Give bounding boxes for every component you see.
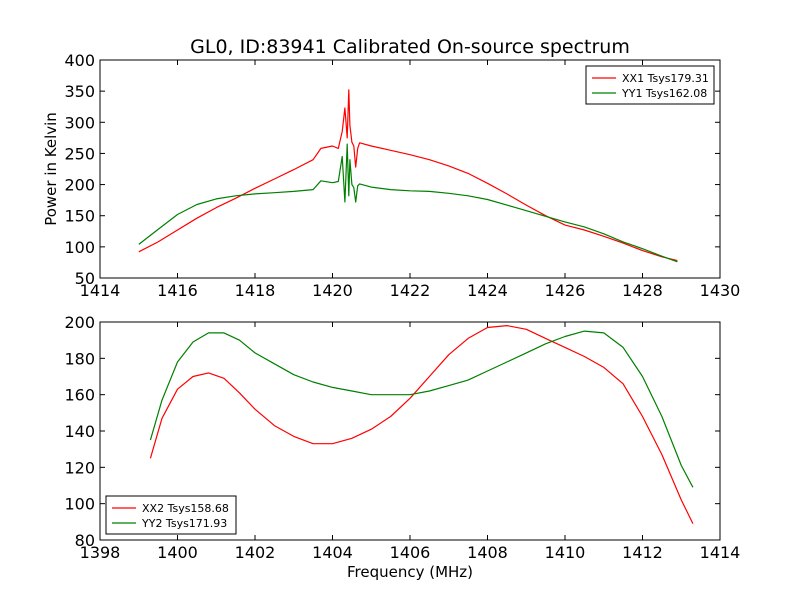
y-axis-label: Power in Kelvin bbox=[42, 112, 60, 226]
x-tick-label: 1410 bbox=[545, 543, 586, 562]
x-tick-label: 1414 bbox=[80, 281, 121, 300]
y-tick-label: 180 bbox=[64, 349, 95, 368]
x-tick-label: 1420 bbox=[312, 281, 353, 300]
x-tick-label: 1416 bbox=[157, 281, 198, 300]
series-line-yy1 bbox=[138, 143, 678, 263]
y-tick-label: 200 bbox=[64, 313, 95, 332]
y-tick-label: 50 bbox=[75, 269, 95, 288]
series-line-yy2 bbox=[149, 330, 694, 488]
y-tick-label: 400 bbox=[64, 51, 95, 70]
y-tick-label: 250 bbox=[64, 144, 95, 163]
legend: XX1 Tsys179.31 YY1 Tsys162.08 bbox=[585, 65, 715, 105]
y-tick-label: 100 bbox=[64, 495, 95, 514]
x-tick-label: 1418 bbox=[235, 281, 276, 300]
chart-title: GL0, ID:83941 Calibrated On-source spect… bbox=[190, 36, 630, 58]
y-tick-label: 350 bbox=[64, 82, 95, 101]
x-axis-label: Frequency (MHz) bbox=[347, 563, 473, 581]
series-line-xx2 bbox=[149, 325, 694, 524]
x-tick-label: 1424 bbox=[467, 281, 508, 300]
x-tick-label: 1404 bbox=[312, 543, 353, 562]
x-tick-label: 1406 bbox=[390, 543, 431, 562]
x-tick-label: 1426 bbox=[545, 281, 586, 300]
x-tick-label: 1408 bbox=[467, 543, 508, 562]
y-tick-label: 120 bbox=[64, 458, 95, 477]
legend-box bbox=[585, 65, 715, 105]
legend-box bbox=[105, 495, 237, 535]
x-tick-label: 1422 bbox=[390, 281, 431, 300]
y-tick-label: 150 bbox=[64, 207, 95, 226]
x-tick-label: 1428 bbox=[622, 281, 663, 300]
x-tick-label: 1398 bbox=[80, 543, 121, 562]
legend-label: XX2 Tsys158.68 bbox=[142, 502, 229, 515]
y-tick-label: 300 bbox=[64, 113, 95, 132]
x-tick-label: 1400 bbox=[157, 543, 198, 562]
bottom-axes: 1398 1400 1402 1404 1406 1408 1410 1412 1414 80 10… bbox=[64, 313, 740, 562]
series-line-xx1 bbox=[138, 89, 678, 262]
top-axes: 1414 1416 1418 1420 1422 1424 1426 1428 1430 50 10… bbox=[64, 51, 740, 300]
legend-label: XX1 Tsys179.31 bbox=[622, 72, 709, 85]
legend-label: YY1 Tsys162.08 bbox=[621, 87, 707, 100]
legend-label: YY2 Tsys171.93 bbox=[141, 517, 227, 530]
x-tick-label: 1430 bbox=[700, 281, 741, 300]
y-tick-label: 100 bbox=[64, 238, 95, 257]
y-tick-label: 200 bbox=[64, 176, 95, 195]
y-tick-label: 80 bbox=[75, 531, 95, 550]
x-tick-label: 1402 bbox=[235, 543, 276, 562]
y-tick-label: 160 bbox=[64, 386, 95, 405]
x-tick-label: 1414 bbox=[700, 543, 741, 562]
y-tick-label: 140 bbox=[64, 422, 95, 441]
legend: XX2 Tsys158.68 YY2 Tsys171.93 bbox=[105, 495, 237, 535]
x-tick-label: 1412 bbox=[622, 543, 663, 562]
